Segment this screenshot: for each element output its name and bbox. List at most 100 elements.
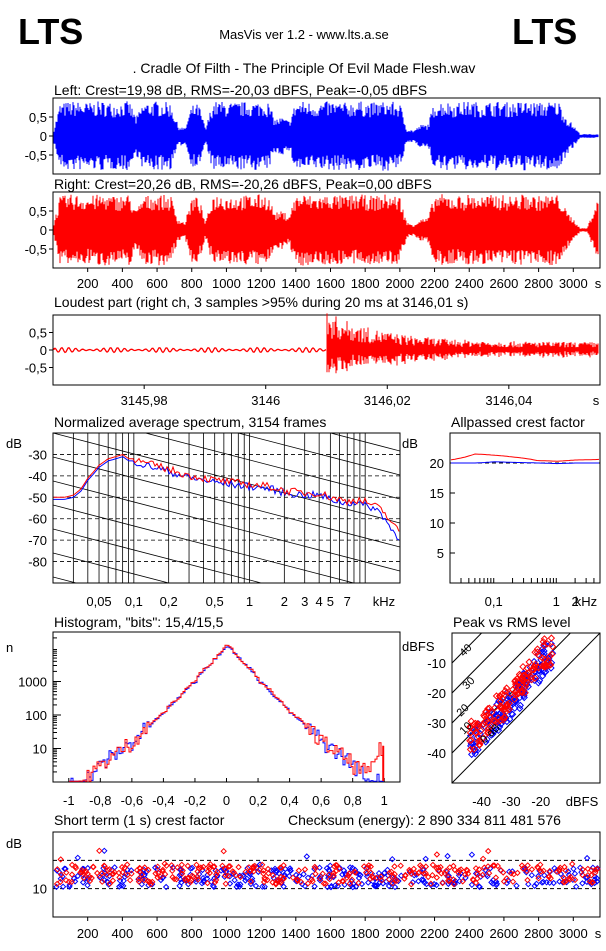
file-title: . Cradle Of Filth - The Principle Of Evi… [133, 60, 476, 76]
crest-point-1 [265, 870, 272, 877]
scatter-point [506, 689, 515, 698]
x-tick-label-3: -0,4 [152, 793, 174, 808]
crest-point-1 [339, 877, 346, 885]
crest-point-0 [79, 879, 87, 886]
scatter-point [493, 700, 501, 709]
waveform-left-chart: 0,5 0 -0,5 [25, 97, 601, 175]
crest-point-0 [349, 883, 357, 891]
x-tick-label-7: 1600 [316, 276, 345, 291]
y-tick-label-1: 0 [40, 129, 47, 144]
crest-point-1 [57, 871, 65, 878]
x-tick-label-1: -30 [502, 794, 521, 809]
crest-point-1 [537, 868, 545, 875]
crest-point-1 [147, 881, 155, 888]
crest-point-1 [146, 878, 153, 886]
waveform-right-title: Right: Crest=20,26 dB, RMS=-20,26 dBFS, … [54, 176, 432, 192]
x-tick-label-1: 1 [553, 594, 560, 609]
slope-line [143, 433, 400, 500]
crest-point-1 [230, 868, 238, 876]
crest-point-1 [224, 872, 232, 880]
crest-point-1 [312, 864, 319, 872]
crest-point-1 [187, 878, 194, 886]
crest-point-1 [178, 861, 186, 869]
y-tick-label-3: 5 [437, 546, 444, 561]
crest-point-1 [547, 875, 554, 882]
scatter-point [492, 692, 501, 700]
scatter-point [513, 690, 521, 698]
crest-point-1 [391, 863, 398, 870]
crest-point-1 [264, 865, 272, 873]
y-tick-label-0: 0,5 [29, 204, 47, 219]
crest-point-1 [316, 875, 324, 883]
x-unit-label: dBFS [566, 794, 599, 809]
crest-point-1 [571, 876, 579, 884]
crest-point-1 [135, 878, 143, 885]
crest-point-1 [104, 866, 112, 874]
scatter-point [511, 676, 520, 685]
crest-point-1 [168, 867, 176, 875]
crest-point-1 [141, 876, 148, 884]
y-tick-label-1: 100 [25, 708, 47, 723]
crest-point-1 [312, 870, 319, 878]
crest-point-1 [433, 864, 440, 872]
crest-point-0 [472, 870, 480, 877]
crest-point-1 [128, 870, 135, 877]
scatter-point [485, 704, 494, 712]
crest-point-1 [78, 866, 86, 874]
crest-point-0 [293, 877, 300, 885]
x-tick-label-14: 3000 [559, 276, 588, 291]
x-tick-label-11: 2400 [455, 276, 484, 291]
crest-point-1 [336, 865, 343, 873]
crest-point-1 [220, 847, 227, 855]
crest-point-0 [528, 871, 536, 879]
crest-point-1 [269, 871, 277, 879]
scatter-point [483, 729, 492, 737]
scatter-point [527, 673, 536, 681]
scatter-point [498, 704, 506, 712]
loudest-burst-trace [326, 313, 599, 374]
crest-point-1 [345, 870, 353, 877]
crest-point-1 [509, 878, 517, 885]
x-tick-label-1: -0,8 [89, 793, 111, 808]
y-tick-label-3: -60 [28, 512, 47, 527]
x-tick-label-7: 0,4 [281, 793, 299, 808]
y-tick-label-2: -30 [427, 716, 446, 731]
scatter-point [477, 726, 485, 735]
x-tick-label-6: 1400 [281, 926, 310, 941]
crest-point-1 [149, 878, 156, 886]
crest-point-0 [433, 881, 440, 889]
scatter-point [493, 718, 501, 726]
crest-point-1 [406, 867, 414, 875]
crest-diagonal [452, 633, 512, 694]
scatter-point [516, 684, 525, 692]
crest-point-1 [479, 871, 486, 879]
crest-point-1 [123, 861, 131, 868]
crest-point-0 [475, 883, 483, 890]
crest-point-0 [551, 865, 558, 872]
crest-point-1 [500, 878, 508, 885]
crest-point-1 [77, 869, 84, 876]
x-tick-label-9: 2000 [385, 926, 414, 941]
crest-point-1 [433, 874, 441, 881]
scatter-point [467, 736, 475, 744]
x-tick-label-2: 3146,02 [364, 393, 411, 408]
crest-point-0 [334, 882, 342, 890]
crest-point-1 [269, 879, 276, 886]
x-tick-label-3: 800 [181, 276, 203, 291]
crest-point-1 [84, 870, 91, 878]
slope-line [236, 433, 400, 476]
peak-rms-plot [452, 633, 600, 783]
crest-point-1 [594, 865, 601, 873]
scatter-point [540, 641, 548, 650]
crest-point-0 [504, 877, 512, 884]
x-tick-label-8: 0,6 [312, 793, 330, 808]
y-tick-label-0: 0,5 [29, 110, 47, 125]
crest-point-1 [562, 867, 569, 874]
x-unit-label: kHz [575, 594, 597, 609]
scatter-point [522, 669, 531, 678]
crest-point-0 [488, 879, 495, 886]
x-tick-label-2: 2 [571, 594, 578, 609]
crest-point-0 [468, 851, 476, 858]
crest-point-1 [365, 862, 372, 869]
peak-rms-title: Peak vs RMS level [453, 614, 570, 630]
